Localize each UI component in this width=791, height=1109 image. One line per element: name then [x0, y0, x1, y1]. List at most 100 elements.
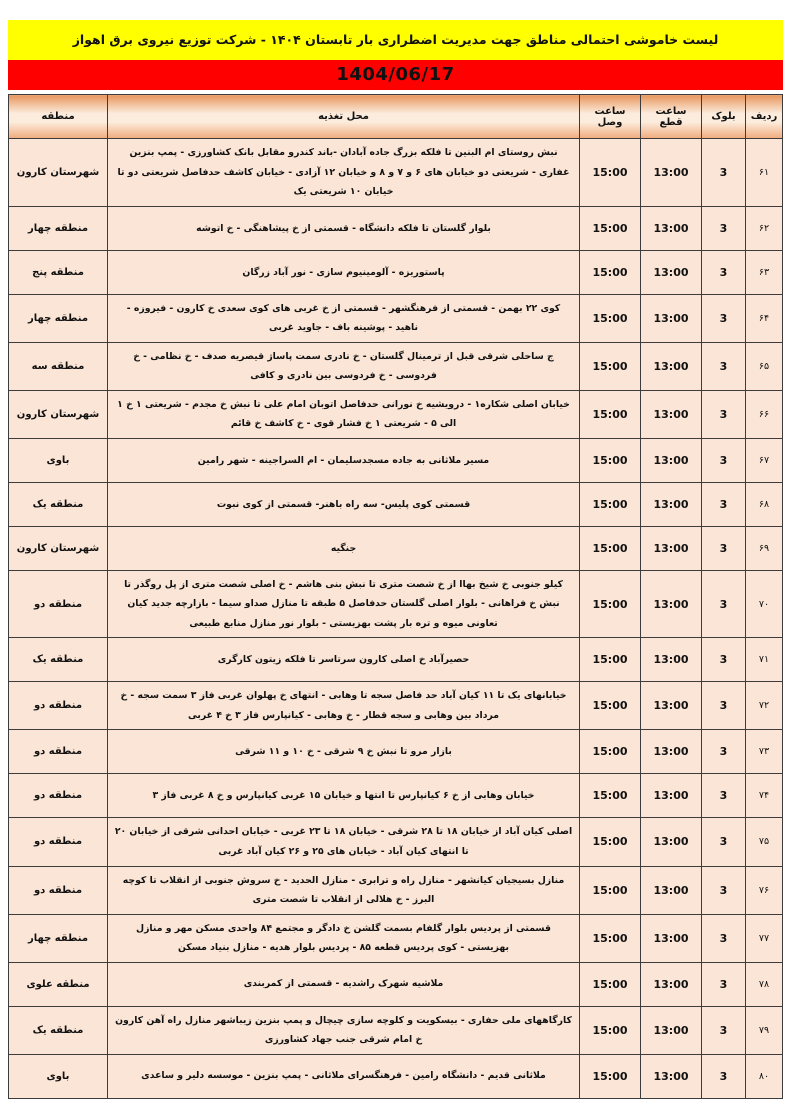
reconnect-time-cell: 15:00: [579, 637, 641, 683]
reconnect-time-cell: 15:00: [579, 817, 641, 867]
reconnect-time-cell: 15:00: [579, 1005, 641, 1055]
location-cell: ملاثانی قدیم - دانشگاه رامین - فرهنگسرای…: [107, 1053, 580, 1099]
cut-time-cell: 13:00: [640, 773, 702, 819]
region-cell: باوی: [8, 437, 108, 483]
block-cell: 3: [701, 865, 746, 915]
cut-time-cell: 13:00: [640, 481, 702, 527]
reconnect-time-cell: 15:00: [579, 525, 641, 571]
block-cell: 3: [701, 293, 746, 343]
region-cell: منطقه دو: [8, 817, 108, 867]
location-cell: خیابان اصلی شکاره۱ - درویشیه خ نورانی حد…: [107, 389, 580, 439]
row-number-cell: ۶۸: [745, 481, 783, 527]
cut-time-cell: 13:00: [640, 293, 702, 343]
row-number-cell: ۷۰: [745, 569, 783, 639]
reconnect-time-cell: 15:00: [579, 1053, 641, 1099]
table-row: ۷۶ 3 13:00 15:00 منازل بسیجیان کیانشهر - منا…: [8, 865, 783, 915]
row-number-cell: ۷۲: [745, 681, 783, 731]
location-cell: کارگاههای ملی حفاری - بیسکویت و کلوچه سا…: [107, 1005, 580, 1055]
location-cell: کوی ۲۲ بهمن - قسمتی از فرهنگشهر - قسمتی …: [107, 293, 580, 343]
location-cell: کیلو جنوبی خ شیخ بهاا از خ شصت متری تا ن…: [107, 569, 580, 639]
cut-time-cell: 13:00: [640, 389, 702, 439]
table-row: ۷۰ 3 13:00 15:00 کیلو جنوبی خ شیخ بهاا از خ …: [8, 569, 783, 639]
table-row: ۶۶ 3 13:00 15:00 خیابان اصلی شکاره۱ - درویشی…: [8, 389, 783, 439]
location-cell: منازل بسیجیان کیانشهر - منازل راه و تراب…: [107, 865, 580, 915]
reconnect-time-cell: 15:00: [579, 389, 641, 439]
row-number-cell: ۶۲: [745, 205, 783, 251]
table-row: ۷۳ 3 13:00 15:00 بازار مرو تا نبش خ ۹ شرقی -…: [8, 729, 783, 775]
table-header: ردیف بلوک ساعت قطع ساعت وصل محل تغذیه من…: [8, 94, 783, 140]
region-cell: شهرستان کارون: [8, 138, 108, 207]
region-cell: منطقه چهار: [8, 205, 108, 251]
region-cell: منطقه دو: [8, 729, 108, 775]
cut-time-cell: 13:00: [640, 817, 702, 867]
reconnect-time-cell: 15:00: [579, 341, 641, 391]
location-cell: مسیر ملاثانی به جاده مسجدسلیمان - ام الس…: [107, 437, 580, 483]
region-cell: منطقه دو: [8, 681, 108, 731]
date-banner: 1404/06/17: [8, 60, 783, 91]
region-cell: شهرستان کارون: [8, 389, 108, 439]
reconnect-time-cell: 15:00: [579, 729, 641, 775]
row-number-cell: ۷۷: [745, 913, 783, 963]
column-header-reconnect-time: ساعت وصل: [579, 94, 641, 140]
block-cell: 3: [701, 389, 746, 439]
cut-time-cell: 13:00: [640, 205, 702, 251]
cut-time-cell: 13:00: [640, 961, 702, 1007]
cut-time-cell: 13:00: [640, 865, 702, 915]
row-number-cell: ۷۸: [745, 961, 783, 1007]
region-cell: منطقه یک: [8, 481, 108, 527]
block-cell: 3: [701, 1053, 746, 1099]
location-cell: اصلی کیان آباد از خیابان ۱۸ تا ۲۸ شرقی -…: [107, 817, 580, 867]
table-row: ۶۹ 3 13:00 15:00 جنگیه شهرستان کارون: [8, 525, 783, 571]
column-header-row-number: ردیف: [745, 94, 783, 140]
cut-time-cell: 13:00: [640, 729, 702, 775]
block-cell: 3: [701, 138, 746, 207]
block-cell: 3: [701, 773, 746, 819]
table-row: ۶۴ 3 13:00 15:00 کوی ۲۲ بهمن - قسمتی از فرهن…: [8, 293, 783, 343]
location-cell: بازار مرو تا نبش خ ۹ شرقی - خ ۱۰ و ۱۱ شر…: [107, 729, 580, 775]
cut-time-cell: 13:00: [640, 913, 702, 963]
column-header-block: بلوک: [701, 94, 746, 140]
cut-time-cell: 13:00: [640, 1053, 702, 1099]
column-header-cut-time: ساعت قطع: [640, 94, 702, 140]
table-row: ۸۰ 3 13:00 15:00 ملاثانی قدیم - دانشگاه رامی…: [8, 1053, 783, 1099]
column-header-region: منطقه: [8, 94, 108, 140]
title-banner: لیست خاموشی احتمالی مناطق جهت مدیریت اضط…: [8, 20, 783, 61]
reconnect-time-cell: 15:00: [579, 138, 641, 207]
region-cell: منطقه دو: [8, 773, 108, 819]
row-number-cell: ۸۰: [745, 1053, 783, 1099]
location-cell: حصیرآباد خ اصلی کارون سرتاسر تا فلکه زیت…: [107, 637, 580, 683]
cut-time-cell: 13:00: [640, 437, 702, 483]
table-row: ۶۳ 3 13:00 15:00 پاستوریزه - آلومینیوم سازی …: [8, 249, 783, 295]
region-cell: منطقه دو: [8, 569, 108, 639]
table-row: ۶۷ 3 13:00 15:00 مسیر ملاثانی به جاده مسجدسل…: [8, 437, 783, 483]
location-cell: قسمتی از پردیس بلوار گلفام بسمت گلشن خ د…: [107, 913, 580, 963]
row-number-cell: ۶۱: [745, 138, 783, 207]
row-number-cell: ۶۶: [745, 389, 783, 439]
region-cell: منطقه سه: [8, 341, 108, 391]
outage-schedule-table: ردیف بلوک ساعت قطع ساعت وصل محل تغذیه من…: [8, 94, 783, 1099]
block-cell: 3: [701, 729, 746, 775]
region-cell: منطقه چهار: [8, 913, 108, 963]
row-number-cell: ۷۶: [745, 865, 783, 915]
row-number-cell: ۷۵: [745, 817, 783, 867]
table-row: ۷۱ 3 13:00 15:00 حصیرآباد خ اصلی کارون سرتاس…: [8, 637, 783, 683]
table-row: ۶۸ 3 13:00 15:00 قسمتی کوی پلیس- سه راه باهن…: [8, 481, 783, 527]
reconnect-time-cell: 15:00: [579, 205, 641, 251]
row-number-cell: ۷۹: [745, 1005, 783, 1055]
table-row: ۷۷ 3 13:00 15:00 قسمتی از پردیس بلوار گلفام …: [8, 913, 783, 963]
block-cell: 3: [701, 961, 746, 1007]
row-number-cell: ۶۳: [745, 249, 783, 295]
cut-time-cell: 13:00: [640, 569, 702, 639]
row-number-cell: ۶۵: [745, 341, 783, 391]
reconnect-time-cell: 15:00: [579, 437, 641, 483]
region-cell: منطقه پنج: [8, 249, 108, 295]
region-cell: منطقه چهار: [8, 293, 108, 343]
location-cell: خیابان وهابی از خ ۶ کیانپارس تا انتها و …: [107, 773, 580, 819]
row-number-cell: ۶۹: [745, 525, 783, 571]
block-cell: 3: [701, 341, 746, 391]
location-cell: نبش روستای ام البنین تا فلکه بزرگ جاده آ…: [107, 138, 580, 207]
reconnect-time-cell: 15:00: [579, 569, 641, 639]
location-cell: ملاشیه شهرک راشدیه - قسمتی از کمربندی: [107, 961, 580, 1007]
block-cell: 3: [701, 481, 746, 527]
